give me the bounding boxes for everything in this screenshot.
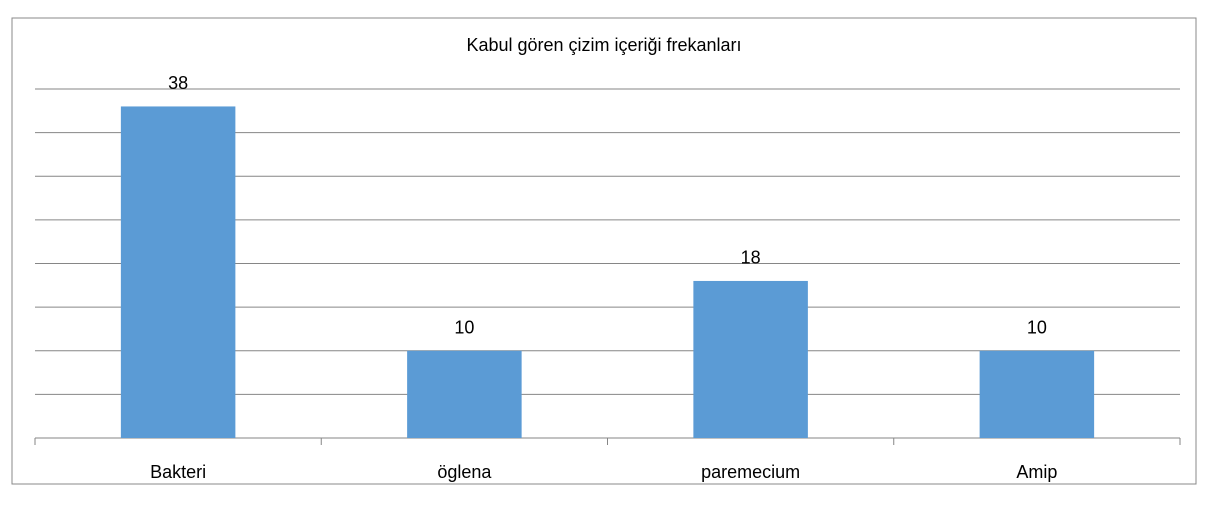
x-tick-label: Bakteri [150, 462, 206, 482]
data-label: 18 [741, 248, 761, 268]
bar [979, 350, 1095, 438]
data-label: 10 [454, 318, 474, 338]
data-label: 38 [168, 73, 188, 93]
bar [407, 350, 522, 438]
bar [120, 106, 236, 438]
x-tick-label: öglena [437, 462, 492, 482]
x-tick-label: paremecium [701, 462, 800, 482]
chart-title: Kabul gören çizim içeriği frekanları [466, 35, 741, 55]
x-tick-label: Amip [1016, 462, 1057, 482]
bar [693, 280, 808, 438]
data-label: 10 [1027, 318, 1047, 338]
